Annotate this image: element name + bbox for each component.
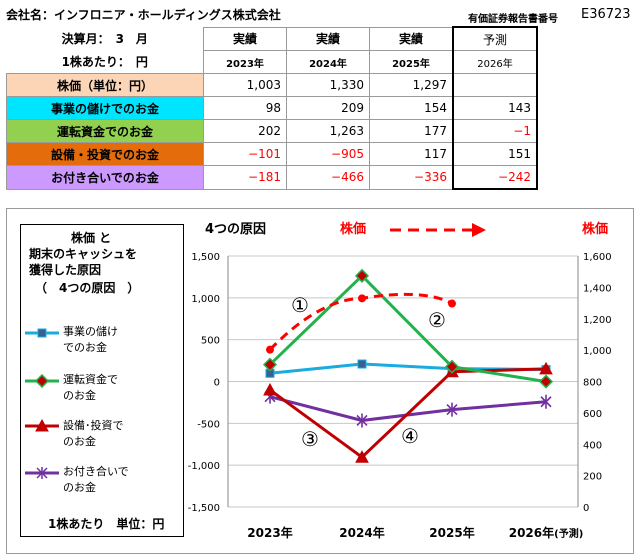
series-line <box>269 395 547 422</box>
cell: −905 <box>286 142 370 166</box>
legend-title-line: （ 4つの原因 ） <box>35 281 140 295</box>
legend-label: 設備･投資で <box>63 419 124 432</box>
data-point-triangle <box>355 450 369 463</box>
row-label: 運転資金でのお金 <box>6 119 204 143</box>
annotation-marker: ③ <box>301 427 319 451</box>
table-row: お付き合いでのお金 −181 −466 −336 −242 <box>6 165 538 190</box>
y2-tick-label: 1,200 <box>583 315 612 326</box>
y-tick-label: -500 <box>197 419 220 430</box>
cell: 151 <box>452 142 538 166</box>
table-header-row: 決算月： 3 月 実績 実績 実績 予測 <box>7 26 538 51</box>
legend-title-line: 期末のキャッシュを <box>29 247 138 261</box>
table-row: 事業の儲けでのお金 98 209 154 143 <box>6 96 538 120</box>
data-point-triangle <box>539 361 553 375</box>
row-label: お付き合いでのお金 <box>6 165 204 190</box>
cell: −101 <box>203 142 287 166</box>
unit-label: 1株あたり 単位：円 <box>48 517 165 531</box>
data-point-star <box>356 413 368 428</box>
legend-swatch-working-capital <box>25 374 59 388</box>
legend-label: のお金 <box>63 481 96 494</box>
report-number-label: 有価証券報告書番号 <box>468 14 558 25</box>
legend-swatch-business <box>25 328 59 338</box>
row-label: 事業の儲けでのお金 <box>6 96 204 120</box>
stock-price-arrow-label: 株価 <box>340 221 366 237</box>
data-point-star <box>540 394 552 409</box>
legend-label: でのお金 <box>63 341 107 354</box>
data-point-diamond <box>354 268 370 283</box>
report-code: E36723 <box>581 7 631 22</box>
annotation-marker: ② <box>428 308 446 332</box>
data-point-star <box>446 402 458 417</box>
y2-tick-label: 0 <box>583 503 589 514</box>
table-year-row: 1株あたり： 円 2023年 2024年 2025年 2026年 <box>7 50 538 74</box>
data-point-square <box>357 359 367 369</box>
chart-title: 4つの原因 <box>205 222 266 237</box>
annotation-marker: ① <box>291 293 309 317</box>
data-point-diamond <box>538 374 554 389</box>
legend-label: お付き合いで <box>63 465 129 478</box>
x-tick-label: 2026年(予測) <box>509 525 584 540</box>
cell <box>452 73 538 97</box>
row-label: 設備・投資でのお金 <box>6 142 204 166</box>
cell: 1,003 <box>203 73 287 97</box>
legend-swatch-relations <box>25 467 59 479</box>
y2-tick-label: 1,000 <box>583 346 612 357</box>
x-tick-label: 2024年 <box>339 525 384 540</box>
series-line <box>269 367 547 459</box>
legend-title-line: 獲得した原因 <box>29 263 102 277</box>
company-name: 会社名：インフロニア・ホールディングス株式会社 <box>6 8 281 22</box>
col-kind-forecast: 予測 <box>452 26 538 51</box>
cash-table: 決算月： 3 月 実績 実績 実績 予測 1株あたり： 円 2023年 2024… <box>6 26 538 190</box>
y2-tick-label: 400 <box>583 440 602 451</box>
y2-tick-label: 800 <box>583 378 602 389</box>
cell: −466 <box>286 165 370 190</box>
cell: −181 <box>203 165 287 190</box>
y-tick-label: 1,500 <box>191 252 220 263</box>
data-point-triangle <box>263 382 277 396</box>
x-tick-label: 2023年 <box>247 525 292 540</box>
table-row: 設備・投資でのお金 −101 −905 117 151 <box>6 142 538 166</box>
legend-title-line: 株価 と <box>71 231 112 245</box>
y2-tick-label: 1,600 <box>583 252 612 263</box>
data-point-diamond <box>444 359 460 374</box>
stock-price-point <box>358 294 366 303</box>
fiscal-month-label: 決算月： 3 月 <box>61 32 148 47</box>
y2-tick-label: 600 <box>583 409 602 420</box>
annotation-marker: ④ <box>401 424 419 448</box>
legend-label: のお金 <box>63 389 96 402</box>
data-point-diamond <box>262 357 278 372</box>
cell: 209 <box>286 96 370 120</box>
legend-label: 運転資金で <box>63 373 118 386</box>
legend-label: のお金 <box>63 435 96 448</box>
stock-price-arrow-head <box>472 223 486 237</box>
y-tick-label: -1,500 <box>188 503 220 514</box>
per-share-label: 1株あたり： 円 <box>61 55 148 70</box>
y2-tick-label: 200 <box>583 472 602 483</box>
chart-frame <box>6 208 634 554</box>
col-year: 2023年 <box>203 50 287 74</box>
y-tick-label: 500 <box>201 336 220 347</box>
series-line <box>268 274 547 384</box>
legend: 株価 と 期末のキャッシュを 獲得した原因 （ 4つの原因 ） 事業の儲け での… <box>20 224 184 537</box>
legend-swatch-investment <box>25 419 59 432</box>
right-axis-title: 株価 <box>582 221 608 237</box>
col-kind: 実績 <box>286 26 370 51</box>
cell: −336 <box>369 165 454 190</box>
x-tick-label: 2025年 <box>429 525 474 540</box>
stock-price-point <box>448 299 456 308</box>
y-tick-label: -1,000 <box>188 461 220 472</box>
legend-label: 事業の儲け <box>63 325 118 338</box>
y-tick-label: 0 <box>214 378 220 389</box>
y-tick-label: 1,000 <box>191 294 220 305</box>
stock-price-point <box>266 345 274 354</box>
y2-tick-label: 1,400 <box>583 283 612 294</box>
cell: −242 <box>452 165 538 190</box>
